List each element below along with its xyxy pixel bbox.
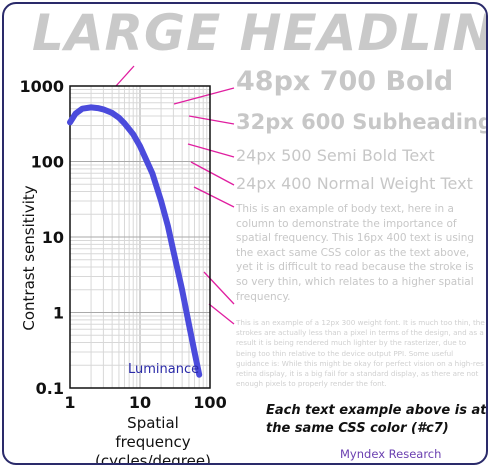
infographic-frame: LARGE HEADLINE 1000 100 10 1 0.1 1 10 100 Cont…	[2, 2, 488, 465]
large-headline: LARGE HEADLINE	[32, 4, 488, 62]
chart-grid	[69, 86, 210, 389]
sample-32px-subheading: 32px 600 Subheading	[236, 110, 488, 134]
sample-16px-body: This is an example of body text, here in…	[236, 203, 475, 303]
color-note: Each text example above is at the same C…	[266, 403, 487, 436]
brand-credit: Myndex Research	[340, 447, 442, 461]
leader-line	[187, 143, 235, 158]
y-tick-label: 1000	[19, 77, 64, 96]
y-tick-labels: 1000 100 10 1 0.1	[19, 77, 64, 398]
leader-line	[173, 87, 235, 105]
y-tick-label: 1	[53, 304, 64, 323]
leader-line	[208, 303, 235, 325]
sample-24px-semibold: 24px 500 Semi Bold Text	[236, 146, 435, 165]
x-axis-label: Spatial frequency (cycles/degree)	[95, 414, 211, 465]
leader-line	[190, 161, 235, 186]
y-tick-label: 100	[31, 153, 64, 172]
y-tick-label: 10	[42, 228, 64, 247]
leader-line	[115, 65, 135, 87]
leader-line	[188, 115, 235, 125]
x-tick-label: 100	[193, 393, 226, 412]
x-tick-labels: 1 10 100	[64, 393, 226, 412]
x-tick-label: 1	[64, 393, 75, 412]
y-tick-label: 0.1	[36, 379, 64, 398]
sample-24px-normal: 24px 400 Normal Weight Text	[236, 174, 473, 193]
sample-12px-body: This is an example of a 12px 300 weight …	[236, 318, 485, 389]
y-axis-label: Contrast sensitivity	[20, 185, 38, 331]
leader-lines	[115, 65, 235, 325]
sample-48px-bold: 48px 700 Bold	[236, 66, 454, 97]
x-tick-label: 10	[129, 393, 151, 412]
series-line-luminance	[67, 104, 203, 378]
plot-frame	[69, 85, 211, 389]
series-label-luminance: Luminance	[128, 362, 200, 377]
leader-line	[203, 271, 235, 305]
leader-line	[193, 186, 235, 208]
